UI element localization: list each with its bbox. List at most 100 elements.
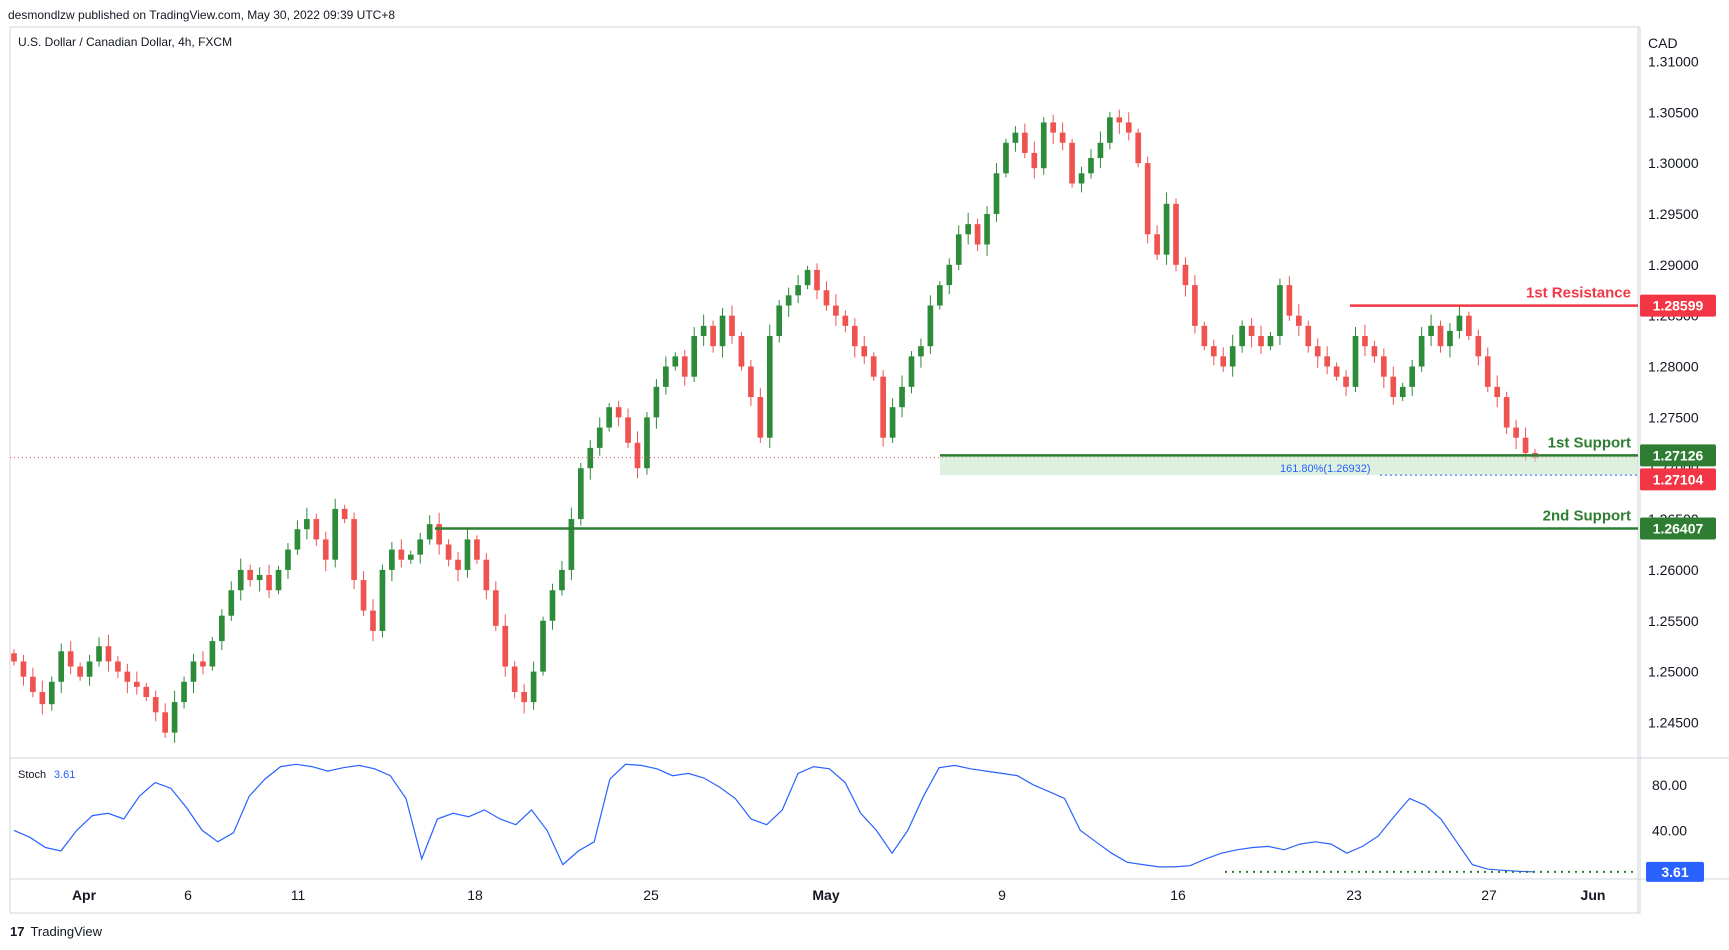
candle-body [748, 366, 754, 398]
candle-body [1144, 163, 1151, 235]
candle-body [1210, 346, 1217, 357]
price-tick-label: 1.28000 [1648, 359, 1699, 375]
candle-body [200, 661, 206, 667]
candle-body [502, 625, 509, 667]
candle-body [984, 213, 990, 245]
candle-body [133, 681, 140, 687]
candle-body [455, 559, 461, 570]
candle-body [322, 539, 329, 560]
stochastic-line [13, 763, 1536, 873]
candle-body [1286, 285, 1293, 316]
candle-body [1324, 356, 1330, 367]
candle-body [379, 569, 386, 631]
time-axis-label: 9 [998, 887, 1006, 903]
candle-body [1513, 427, 1519, 438]
candle-body [511, 666, 518, 692]
price-tick-label: 1.24500 [1648, 714, 1699, 730]
price-tick-label: 1.25500 [1648, 613, 1699, 629]
candle-body [1258, 336, 1264, 347]
candle-body [247, 569, 254, 581]
candle-body [804, 269, 811, 286]
candle-body [842, 315, 849, 326]
candle-body [389, 549, 395, 570]
candle-body [719, 315, 726, 347]
candle-body [124, 671, 131, 682]
candle-body [861, 346, 868, 357]
candle-body [313, 519, 320, 540]
level-price-badge [1640, 294, 1716, 317]
candle-body [256, 574, 263, 581]
candle-body [1220, 356, 1227, 367]
candle-body [1088, 158, 1094, 174]
candle-body [1135, 132, 1142, 164]
price-tick-label: 1.30000 [1648, 155, 1699, 171]
candle-body [275, 569, 282, 591]
candle-body [946, 264, 953, 286]
time-axis-label: 6 [184, 887, 192, 903]
candle-body [67, 651, 74, 667]
candle-body [190, 661, 197, 682]
fib-zone [940, 455, 1638, 476]
stoch-value-badge [1646, 861, 1704, 882]
candle-body [700, 325, 707, 337]
candle-body [228, 590, 235, 616]
candle-body [1371, 346, 1378, 357]
candle-body [407, 554, 414, 560]
candle-body [663, 366, 669, 387]
level-label: 2nd Support [1543, 508, 1631, 525]
candle-body [927, 305, 934, 347]
candle-body [1484, 356, 1491, 387]
candle-body [889, 407, 896, 438]
price-tick-label: 1.30500 [1648, 104, 1699, 120]
candle-body [653, 386, 660, 418]
candle-body [152, 697, 159, 713]
candle-body [285, 549, 291, 570]
candle-body [681, 356, 688, 377]
candle-body [1466, 315, 1472, 337]
candle-body [483, 559, 490, 591]
candle-body [143, 686, 150, 698]
candle-body [1097, 142, 1104, 159]
candle-body [785, 295, 792, 306]
candle-body [1239, 325, 1245, 347]
level-price-text: 1.28599 [1653, 298, 1704, 314]
candle-body [1267, 336, 1274, 347]
candle-body [823, 290, 830, 306]
symbol-label: U.S. Dollar / Canadian Dollar, 4h, FXCM [18, 35, 232, 49]
candle-body [1333, 366, 1340, 377]
time-axis-label: 11 [291, 887, 306, 903]
candle-body [1163, 203, 1170, 255]
candle-body [1494, 386, 1501, 398]
candle-body [549, 590, 556, 621]
level-label: 1st Resistance [1526, 285, 1631, 302]
candle-body [1012, 132, 1019, 143]
tradingview-logo-icon: 17 [10, 924, 25, 939]
candle-body [795, 285, 801, 296]
candle-body [11, 653, 17, 662]
price-tick-label: 1.29000 [1648, 257, 1699, 273]
candle-body [1059, 132, 1066, 143]
candle-body [672, 356, 679, 367]
candle-body [1107, 117, 1113, 143]
candles [11, 109, 1538, 743]
candle-body [1409, 366, 1416, 387]
candle-body [1116, 117, 1123, 123]
candle-body [162, 712, 168, 733]
candle-body [58, 651, 65, 682]
candle-body [39, 691, 46, 705]
candle-body [1390, 376, 1397, 398]
candle-body [360, 580, 367, 611]
candle-body [776, 305, 783, 337]
publish-info: desmondlzw published on TradingView.com,… [8, 8, 396, 22]
fib-label: 161.80%(1.26932) [1280, 463, 1371, 475]
candle-body [1295, 315, 1302, 326]
stoch-tick-label: 80.00 [1652, 777, 1687, 793]
time-axis-label: 18 [467, 887, 483, 903]
price-tick-label: 1.29500 [1648, 206, 1699, 222]
candle-body [993, 173, 1000, 214]
candle-body [625, 417, 631, 443]
candle-body [1475, 336, 1482, 357]
candle-body [1314, 346, 1321, 357]
